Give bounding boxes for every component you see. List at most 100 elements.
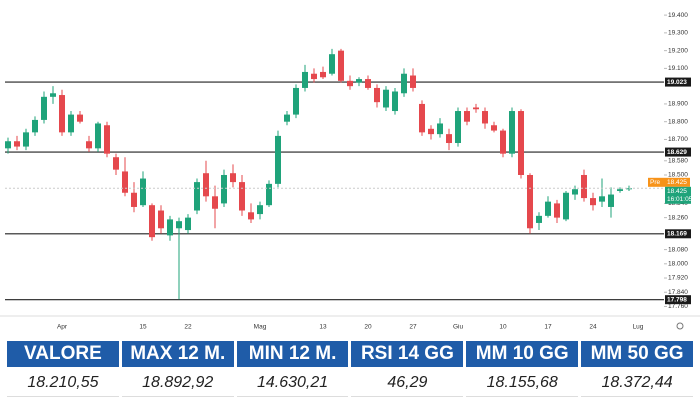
x-tick-label: 17 bbox=[544, 324, 552, 331]
level-label: 19.023 bbox=[667, 79, 687, 86]
candle-body bbox=[32, 119, 38, 133]
y-tick-label: 17.840 bbox=[668, 289, 688, 296]
candle-body bbox=[50, 93, 56, 97]
level-label: 17.798 bbox=[667, 296, 687, 303]
candle-body bbox=[563, 192, 569, 220]
candle-body bbox=[86, 141, 92, 149]
candle-body bbox=[473, 107, 479, 110]
level-label-box bbox=[665, 147, 691, 157]
y-tick-label: 18.500 bbox=[668, 172, 688, 179]
level-label-box bbox=[665, 77, 691, 87]
y-tick-label: 19.300 bbox=[668, 30, 688, 37]
price-tag-prefix: Pre bbox=[650, 179, 661, 186]
candle-body bbox=[446, 134, 452, 144]
y-tick-label: 19.200 bbox=[668, 47, 688, 54]
value-cell: 18.155,68 bbox=[466, 370, 579, 397]
candle-body bbox=[257, 205, 263, 215]
candle-body bbox=[293, 87, 299, 115]
candle-body bbox=[428, 128, 434, 135]
value-cell: 18.892,92 bbox=[121, 370, 234, 397]
candle-body bbox=[212, 196, 218, 209]
level-label-box bbox=[665, 229, 691, 239]
x-tick-label: 27 bbox=[409, 324, 417, 331]
candle-body bbox=[590, 198, 596, 206]
candle-body bbox=[23, 132, 29, 147]
candle-body bbox=[14, 141, 20, 147]
candle-body bbox=[95, 123, 101, 149]
candle-body bbox=[131, 192, 137, 207]
price-tag-box bbox=[648, 177, 690, 187]
candle-body bbox=[77, 114, 83, 122]
candle-body bbox=[176, 221, 182, 229]
y-tick-label: 18.700 bbox=[668, 136, 688, 143]
candle-body bbox=[392, 91, 398, 112]
x-tick-label: Mag bbox=[254, 324, 267, 331]
candle-body bbox=[104, 125, 110, 154]
candle-body bbox=[410, 75, 416, 88]
candle-body bbox=[275, 135, 281, 184]
x-tick-label: 13 bbox=[319, 324, 327, 331]
price-tag-time: 16:01:05 bbox=[667, 196, 693, 203]
candle-body bbox=[68, 114, 74, 133]
level-label: 18.169 bbox=[667, 231, 687, 238]
candle-body bbox=[158, 210, 164, 229]
y-tick-label: 19.100 bbox=[668, 65, 688, 72]
candle-body bbox=[338, 50, 344, 81]
header-cell: MM 10 GG bbox=[466, 341, 579, 367]
price-tag-label: 18.425 bbox=[667, 179, 687, 186]
y-tick-label: 18.260 bbox=[668, 214, 688, 221]
candle-body bbox=[509, 111, 515, 154]
header-row: VALORE MAX 12 M. MIN 12 M. RSI 14 GG MM 10 G… bbox=[7, 341, 693, 367]
header-cell: MM 50 GG bbox=[581, 341, 693, 367]
candle-body bbox=[248, 212, 254, 220]
level-label-box bbox=[665, 295, 691, 305]
candle-body bbox=[221, 174, 227, 204]
value-cell: 46,29 bbox=[351, 370, 464, 397]
candle-body bbox=[455, 111, 461, 144]
header-cell: MAX 12 M. bbox=[121, 341, 234, 367]
candle-body bbox=[599, 196, 605, 202]
candle-body bbox=[365, 79, 371, 88]
candle-body bbox=[149, 205, 155, 238]
price-tag-label: 18.425 bbox=[667, 188, 687, 195]
candle-body bbox=[464, 111, 470, 122]
y-tick-label: 18.080 bbox=[668, 246, 688, 253]
header-cell: MIN 12 M. bbox=[236, 341, 349, 367]
x-tick-label: 24 bbox=[589, 324, 597, 331]
candle-body bbox=[491, 125, 497, 131]
candle-body bbox=[284, 114, 290, 122]
chart: 19.400 19.300 19.200 19.100 18.900 18.800 18.7… bbox=[0, 12, 700, 331]
candle-body bbox=[518, 111, 524, 175]
y-tick-label: 18.800 bbox=[668, 118, 688, 125]
candle-body bbox=[185, 217, 191, 231]
candle-body bbox=[482, 111, 488, 124]
candle-body bbox=[140, 178, 146, 206]
value-cell: 14.630,21 bbox=[236, 370, 349, 397]
x-tick-label: Apr bbox=[57, 324, 68, 331]
y-tick-label: 19.400 bbox=[668, 12, 688, 19]
candle-body bbox=[545, 201, 551, 216]
x-tick-label: Lug bbox=[633, 324, 644, 331]
candle-body bbox=[536, 215, 542, 223]
x-tick-label: 15 bbox=[139, 324, 147, 331]
level-label: 18.629 bbox=[667, 149, 687, 156]
candle-body bbox=[5, 141, 11, 149]
candle-body bbox=[347, 80, 353, 87]
candle-body bbox=[311, 73, 317, 80]
candle-body bbox=[41, 96, 47, 120]
y-tick-label: 18.000 bbox=[668, 261, 688, 268]
candle-body bbox=[320, 71, 326, 78]
candle-body bbox=[122, 171, 128, 193]
candle-body bbox=[383, 89, 389, 108]
candle-body bbox=[437, 123, 443, 135]
price-tag-box bbox=[665, 186, 691, 204]
candle-body bbox=[581, 174, 587, 199]
settings-icon[interactable] bbox=[676, 322, 684, 330]
header-cell: RSI 14 GG bbox=[351, 341, 464, 367]
candle-body bbox=[572, 189, 578, 195]
candle-body bbox=[239, 182, 245, 211]
candle-body bbox=[194, 182, 200, 211]
candle-body bbox=[608, 194, 614, 207]
candle-body bbox=[167, 219, 173, 236]
